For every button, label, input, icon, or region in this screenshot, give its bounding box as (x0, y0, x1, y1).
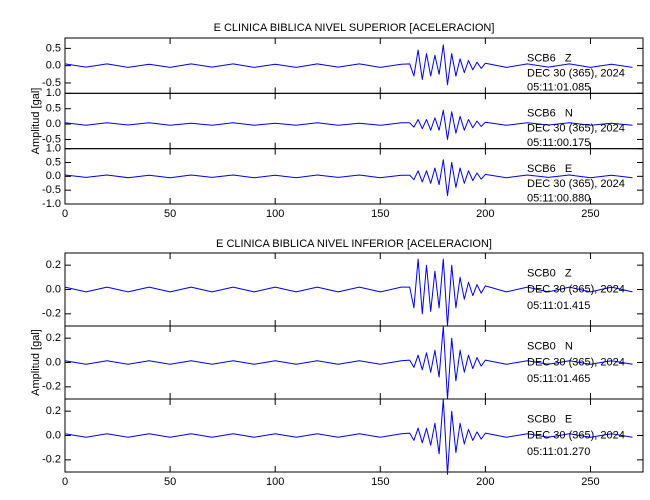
chart-title: E CLINICA BIBLICA NIVEL SUPERIOR [ACELER… (214, 22, 495, 34)
y-tick-label: 0.0 (46, 170, 61, 182)
y-tick-label: 0.2 (46, 259, 61, 271)
x-tick-label: 0 (62, 476, 68, 488)
x-tick-label: 100 (266, 208, 284, 220)
trace-station: SCB6 E (527, 163, 572, 175)
waveform (64, 159, 633, 197)
y-axis-label: Amplitud [gal] (30, 329, 42, 396)
trace-time: 05:11:00.880 (527, 192, 590, 204)
trace-date: DEC 30 (365), 2024 (527, 123, 625, 135)
trace-date: DEC 30 (365), 2024 (527, 356, 625, 368)
waveform (64, 398, 633, 475)
y-tick-label: 0.2 (46, 405, 61, 417)
trace-time: 05:11:01.415 (527, 300, 590, 312)
x-tick-label: 200 (476, 476, 494, 488)
y-tick-label: 1.0 (46, 87, 61, 99)
y-tick-label: -0.5 (42, 77, 61, 89)
trace-station: SCB6 N (527, 108, 573, 120)
trace-date: DEC 30 (365), 2024 (527, 67, 625, 79)
y-tick-label: 0.0 (46, 60, 61, 72)
waveform (64, 325, 633, 400)
y-tick-label: -0.5 (42, 184, 61, 196)
trace-time: 05:11:01.465 (527, 373, 590, 385)
y-tick-label: -0.2 (42, 308, 61, 320)
waveform (64, 44, 633, 86)
y-tick-label: -0.2 (42, 454, 61, 466)
trace-date: DEC 30 (365), 2024 (527, 283, 625, 295)
x-tick-label: 150 (371, 476, 389, 488)
x-tick-label: 250 (581, 476, 599, 488)
x-tick-label: 200 (476, 208, 494, 220)
trace-station: SCB0 N (527, 340, 573, 352)
y-tick-label: 0.0 (46, 429, 61, 441)
trace-station: SCB6 Z (527, 52, 572, 64)
chart-title: E CLINICA BIBLICA NIVEL INFERIOR [ACELER… (216, 238, 492, 250)
x-tick-label: 100 (266, 476, 284, 488)
y-tick-label: 0.0 (46, 356, 61, 368)
y-tick-label: 0.5 (46, 103, 61, 115)
x-tick-label: 50 (164, 476, 176, 488)
trace-time: 05:11:01.085 (527, 82, 590, 94)
waveform (64, 109, 633, 140)
y-tick-label: 0.2 (46, 332, 61, 344)
y-tick-label: 0.0 (46, 118, 61, 130)
y-tick-label: 1.0 (46, 143, 61, 155)
y-tick-label: -0.5 (42, 133, 61, 145)
x-tick-label: 250 (581, 208, 599, 220)
trace-station: SCB0 Z (527, 267, 572, 279)
trace-date: DEC 30 (365), 2024 (527, 429, 625, 441)
x-tick-label: 150 (371, 208, 389, 220)
trace-time: 05:11:01.270 (527, 446, 590, 458)
x-tick-label: 50 (164, 208, 176, 220)
x-tick-label: 0 (62, 208, 68, 220)
trace-station: SCB0 E (527, 413, 572, 425)
y-axis-label: Amplitud [gal] (30, 88, 42, 155)
waveform (64, 258, 633, 327)
y-tick-label: -0.2 (42, 381, 61, 393)
y-tick-label: 0.5 (46, 42, 61, 54)
y-tick-label: -1.0 (42, 198, 61, 210)
y-tick-label: 0.0 (46, 283, 61, 295)
y-tick-label: 0.5 (46, 156, 61, 168)
trace-time: 05:11:00.175 (527, 137, 590, 149)
trace-date: DEC 30 (365), 2024 (527, 178, 625, 190)
